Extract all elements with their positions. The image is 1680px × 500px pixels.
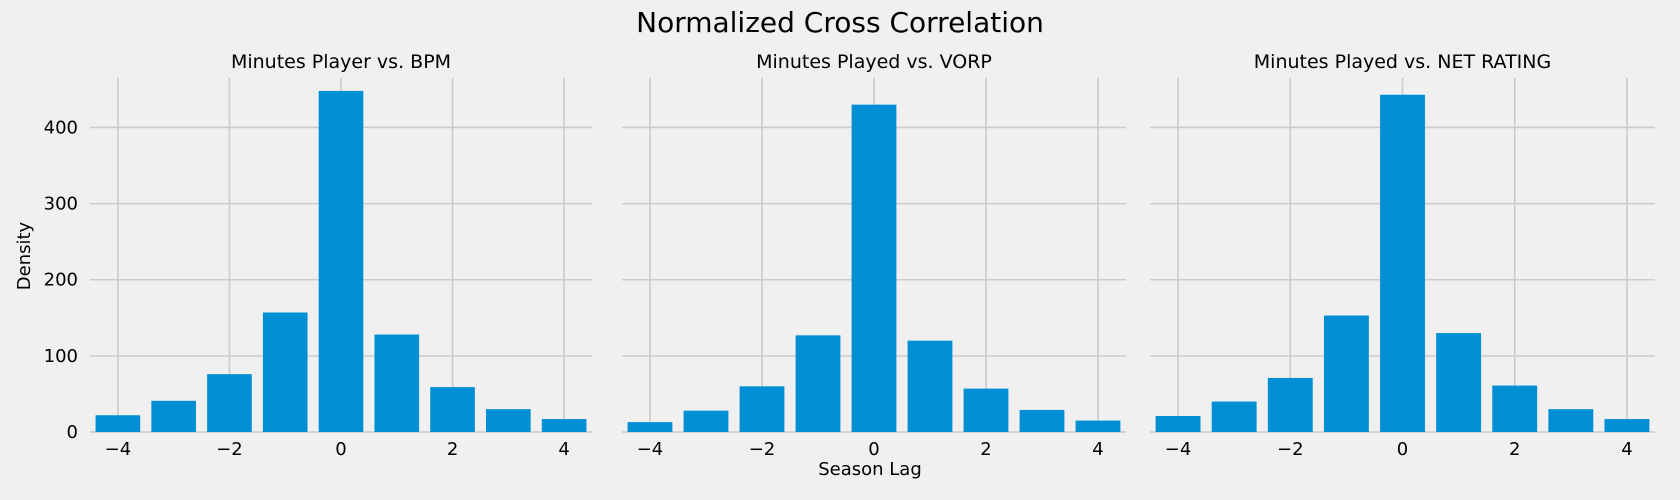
bar [1380,94,1425,433]
panel-title: Minutes Played vs. VORP [756,51,992,73]
bar [1211,401,1257,432]
bar [851,104,897,432]
bar [1075,420,1121,432]
bar [1267,377,1313,432]
bar [541,419,587,432]
chart-panel-2: Minutes Played vs. VORP −4 −2 0 2 4 [622,51,1126,460]
x-tick-label: −4 [105,439,132,460]
figure-title: Normalized Cross Correlation [636,6,1044,39]
x-tick-label: 2 [1509,439,1520,460]
x-tick-label: 0 [1397,439,1408,460]
panel-title: Minutes Player vs. BPM [231,51,451,73]
bar [374,334,420,432]
bar [1436,333,1482,432]
bar [1155,416,1201,432]
y-axis-label: Density [14,221,35,290]
x-tick-label: −4 [637,439,664,460]
bar [1604,419,1650,432]
chart-panel-3: Minutes Played vs. NET RATING −4 −2 0 2 4 [1150,51,1655,460]
y-tick-label: 300 [44,194,78,215]
y-tick-label: 100 [44,346,78,367]
bar [907,340,953,432]
bar [262,312,308,432]
x-tick-label: 0 [335,439,346,460]
bar [430,387,475,432]
bar [627,422,673,432]
x-tick-label: 4 [1621,439,1632,460]
x-tick-label: −4 [1165,439,1192,460]
bar [318,90,364,433]
x-tick-label: 2 [447,439,458,460]
panel-title: Minutes Played vs. NET RATING [1254,51,1551,73]
chart-panel-1: Minutes Player vs. BPM −4 −2 0 2 4 0 100 200 300 4… [44,51,592,460]
bar [486,409,531,432]
chart-panels: Minutes Player vs. BPM−4 −2 0 2 401002003004… [44,51,1655,460]
bar [207,374,252,432]
x-tick-label: 4 [1092,439,1103,460]
x-tick-label: −2 [216,439,243,460]
bar [95,415,141,432]
bar [739,386,785,432]
bar [1548,409,1594,432]
bar [1019,409,1065,432]
x-tick-label: 2 [980,439,991,460]
x-axis-label: Season Lag [818,459,922,480]
x-tick-label: 0 [868,439,879,460]
bar [795,335,841,432]
bar [1323,315,1369,432]
x-tick-label: −2 [1277,439,1304,460]
y-tick-label: 0 [67,422,78,443]
y-tick-label: 200 [44,270,78,291]
x-tick-label: 4 [558,439,569,460]
x-tick-label: −2 [749,439,776,460]
bar [151,400,196,432]
bar [683,410,729,432]
bar [1492,385,1538,432]
bar [963,388,1009,432]
y-tick-label: 400 [44,117,78,138]
